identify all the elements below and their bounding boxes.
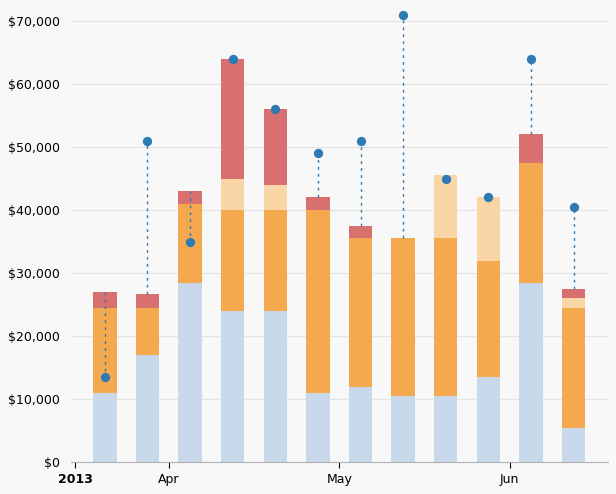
- Point: [185, 238, 195, 246]
- Bar: [434, 396, 458, 462]
- Bar: [519, 163, 543, 283]
- Bar: [519, 283, 543, 462]
- Bar: [477, 377, 500, 462]
- Bar: [264, 109, 287, 185]
- Bar: [562, 308, 585, 428]
- Bar: [264, 185, 287, 210]
- Point: [526, 55, 536, 63]
- Bar: [136, 355, 159, 462]
- Point: [484, 194, 493, 202]
- Bar: [221, 178, 245, 210]
- Bar: [434, 239, 458, 396]
- Bar: [391, 396, 415, 462]
- Bar: [434, 175, 458, 239]
- Bar: [349, 387, 372, 462]
- Bar: [179, 191, 202, 204]
- Bar: [306, 393, 330, 462]
- Point: [355, 137, 365, 145]
- Point: [142, 137, 152, 145]
- Bar: [179, 283, 202, 462]
- Bar: [264, 210, 287, 311]
- Point: [313, 149, 323, 157]
- Point: [441, 174, 451, 182]
- Bar: [391, 239, 415, 396]
- Bar: [221, 210, 245, 311]
- Bar: [221, 59, 245, 178]
- Bar: [477, 198, 500, 260]
- Bar: [349, 226, 372, 239]
- Bar: [562, 298, 585, 308]
- Bar: [93, 393, 116, 462]
- Bar: [221, 311, 245, 462]
- Bar: [562, 428, 585, 462]
- Bar: [349, 239, 372, 387]
- Bar: [93, 292, 116, 308]
- Bar: [519, 134, 543, 163]
- Bar: [306, 198, 330, 210]
- Bar: [562, 289, 585, 298]
- Point: [398, 11, 408, 19]
- Point: [228, 55, 238, 63]
- Bar: [306, 210, 330, 393]
- Bar: [136, 294, 159, 308]
- Bar: [179, 204, 202, 283]
- Point: [270, 105, 280, 113]
- Bar: [264, 311, 287, 462]
- Bar: [93, 308, 116, 393]
- Bar: [136, 308, 159, 355]
- Bar: [477, 260, 500, 377]
- Point: [569, 203, 578, 211]
- Point: [100, 373, 110, 381]
